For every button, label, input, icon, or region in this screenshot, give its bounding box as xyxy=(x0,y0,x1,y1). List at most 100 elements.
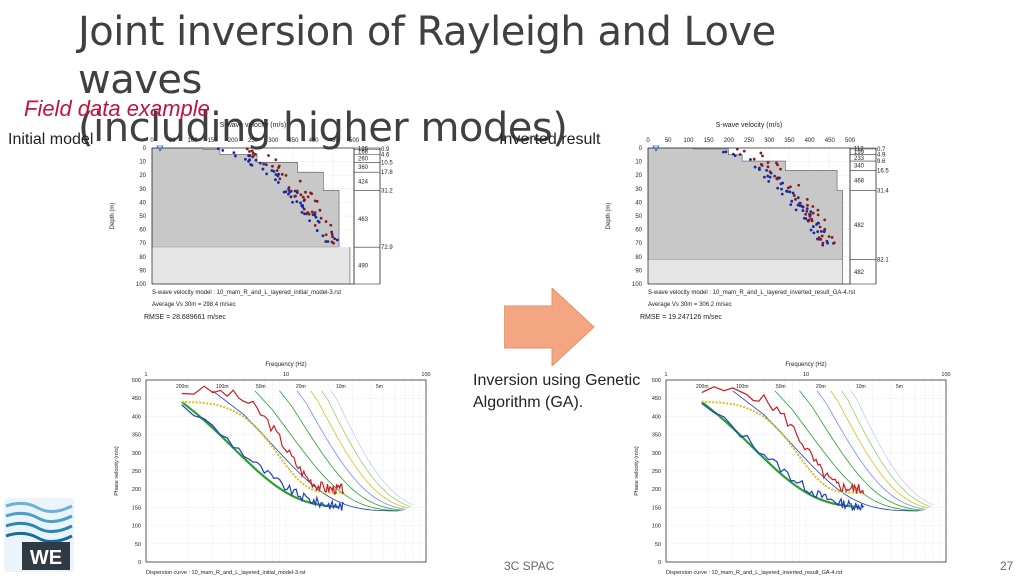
initial-vs-obs-point-blue xyxy=(335,238,339,242)
initial-vs-obs-point-red xyxy=(324,220,328,223)
initial-vs-obs-point-blue xyxy=(247,159,250,163)
inverted-layer-depth-label: 16.5 xyxy=(877,168,889,174)
inverted-vs-obs-point-blue xyxy=(733,154,737,157)
inverted-disp-axis-title: Frequency (Hz) xyxy=(785,362,826,368)
inverted-vs-obs-point-blue xyxy=(724,150,728,154)
inverted-vs-obs-point-red xyxy=(820,234,824,238)
inverted-vs-obs-point-blue xyxy=(804,217,808,220)
inverted-higher-mode-curve xyxy=(850,390,934,506)
initial-vs-obs-point-blue xyxy=(254,158,258,162)
inverted-disp-x-tick: 10 xyxy=(803,372,809,378)
initial-vs-obs-point-red xyxy=(307,212,311,216)
inverted-vs-obs-point-red xyxy=(798,201,802,205)
initial-vs-obs-point-red xyxy=(318,208,322,212)
initial-vs-obs-point-red xyxy=(310,192,314,196)
initial-vs-y-tick: 50 xyxy=(139,214,146,220)
initial-vs-y-tick: 60 xyxy=(139,228,146,234)
initial-vs-obs-point-blue xyxy=(244,157,247,161)
initial-vs-obs-point-blue xyxy=(248,154,252,158)
inverted-vs-y-tick: 10 xyxy=(635,160,642,166)
inverted-vs-obs-point-blue xyxy=(790,199,794,203)
inverted-vs-obs-point-blue xyxy=(789,203,793,206)
inverted-vs-obs-point-blue xyxy=(817,221,820,225)
inverted-disp-y-tick: 250 xyxy=(652,469,661,475)
initial-vs-obs-point-red xyxy=(295,189,299,193)
inverted-vs-x-tick: 50 xyxy=(665,138,672,144)
initial-vs-y-tick: 40 xyxy=(139,200,146,206)
initial-vs-obs-point-blue xyxy=(308,219,311,223)
initial-disp-y-tick: 400 xyxy=(132,414,141,420)
initial-vs-obs-point-blue xyxy=(276,181,280,184)
inverted-fundamental-fit-curve xyxy=(701,400,859,508)
initial-disp-x-tick: 10 xyxy=(283,372,289,378)
initial-layer-vs-label: 126 xyxy=(358,147,369,153)
inverted-layer-vs-label: 233 xyxy=(854,156,865,162)
inverted-vs-obs-point-red xyxy=(768,170,772,174)
inverted-vs-y-tick: 70 xyxy=(635,241,642,247)
inverted-disp-y-tick: 450 xyxy=(652,396,661,402)
inverted-vs-obs-point-blue xyxy=(798,204,802,208)
inverted-model-file-label: S-wave velocity model : 10_mam_R_and_L_l… xyxy=(648,290,855,296)
inverted-vs-x-tick: 200 xyxy=(724,138,735,144)
inverted-vs-obs-point-red xyxy=(818,225,822,229)
initial-vs-x-tick: 450 xyxy=(329,138,340,144)
company-logo: WE xyxy=(4,498,74,572)
inverted-vs-obs-point-blue xyxy=(788,190,792,194)
inverted-vs-model-profile xyxy=(647,147,844,260)
inverted-disp-y-tick: 350 xyxy=(652,433,661,439)
inverted-disp-y-tick: 500 xyxy=(652,378,661,384)
initial-avg-vs30-label: Average Vs 30m = 298.4 m/sec xyxy=(152,302,236,308)
inverted-vs-y-tick: 50 xyxy=(635,214,642,220)
inverted-vs-y-tick: 20 xyxy=(635,173,642,179)
initial-vs-obs-point-blue xyxy=(274,173,278,176)
initial-vs-obs-point-blue xyxy=(274,178,277,182)
inverted-vs-y-tick: 90 xyxy=(635,268,642,274)
inverted-vs-obs-point-red xyxy=(776,163,779,167)
initial-vs-y-tick: 20 xyxy=(139,173,146,179)
inverted-vs-x-tick: 450 xyxy=(825,138,836,144)
initial-vs-obs-point-red xyxy=(254,152,257,156)
initial-higher-mode-curve xyxy=(330,390,414,506)
inverted-vs-obs-point-blue xyxy=(765,168,768,172)
initial-disp-x-tick: 100 xyxy=(421,372,430,378)
initial-vs-y-tick: 100 xyxy=(136,282,147,288)
inverted-wavelength-label: 10m xyxy=(856,384,866,390)
inverted-vs-obs-point-blue xyxy=(796,196,800,200)
inverted-love-fit-curve xyxy=(701,400,866,494)
inverted-vs-obs-point-red xyxy=(761,154,764,158)
initial-vs-obs-point-red xyxy=(306,195,310,199)
initial-vs-obs-point-red xyxy=(324,233,328,237)
inverted-vs-obs-point-blue xyxy=(753,165,757,169)
initial-disp-y-tick: 500 xyxy=(132,378,141,384)
caption-line-1: Inversion using Genetic xyxy=(473,372,641,389)
inverted-vs-obs-point-red xyxy=(779,167,782,171)
inverted-higher-mode-curve xyxy=(799,390,924,511)
initial-model-label: Initial model xyxy=(8,131,94,148)
inverted-higher-mode-curve xyxy=(774,390,921,512)
initial-vs-obs-point-blue xyxy=(326,240,330,243)
inverted-vs-obs-point-red xyxy=(805,210,809,213)
inverted-layer-depth-label: 4.9 xyxy=(877,153,886,159)
initial-layer-vs-label: 463 xyxy=(358,217,369,223)
inverted-vs-obs-point-blue xyxy=(766,174,770,178)
inverted-vs-obs-point-blue xyxy=(768,175,772,179)
inverted-vs-x-tick: 250 xyxy=(744,138,755,144)
inverted-higher-mode-curve xyxy=(732,390,918,512)
inverted-vs-x-tick: 500 xyxy=(845,138,856,144)
inverted-vs-obs-point-red xyxy=(808,214,812,218)
initial-vs-axis-title: S-wave velocity (m/s) xyxy=(220,122,287,129)
inverted-layer-depth-label: 82.1 xyxy=(877,258,889,264)
inverted-vs-obs-point-blue xyxy=(767,180,771,183)
inverted-wavelength-label: 200m xyxy=(696,384,709,390)
inverted-vs-obs-point-red xyxy=(789,185,792,189)
inverted-vs-obs-point-blue xyxy=(780,187,783,191)
initial-vs-y-tick: 10 xyxy=(139,160,146,166)
initial-vs-obs-point-blue xyxy=(324,240,328,243)
caption-line-2: Algorithm (GA). xyxy=(473,394,584,411)
initial-layer-vs-label: 490 xyxy=(358,264,369,270)
inverted-observed-love-curve xyxy=(701,402,865,512)
inverted-vs-y-tick: 40 xyxy=(635,200,642,206)
initial-vs-obs-point-blue xyxy=(299,201,302,205)
inverted-vs-obs-point-red xyxy=(823,227,827,231)
inverted-higher-mode-curve xyxy=(841,390,932,507)
